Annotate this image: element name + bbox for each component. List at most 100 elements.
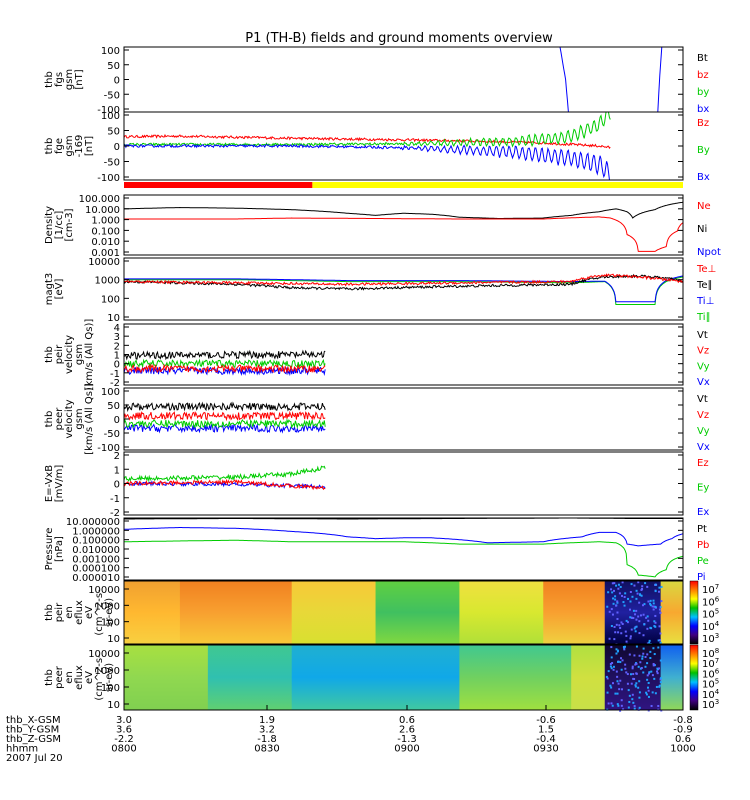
y-axis-label-line: [eV] [54, 279, 65, 300]
legend-bt: Bt [697, 53, 708, 64]
spectrogram-speckle [651, 691, 654, 694]
spectrogram-speckle [628, 653, 631, 656]
spectrogram-speckle [641, 655, 644, 658]
spectrogram-speckle [610, 656, 613, 659]
spectrogram-speckle [646, 674, 649, 677]
y-tick-label: 1.000000 [72, 526, 120, 537]
spectrogram-speckle [617, 660, 620, 663]
spectrogram-band [571, 645, 606, 710]
spectrogram-speckle [609, 663, 612, 666]
spectrogram-speckle [617, 704, 620, 707]
spectrogram-speckle [638, 680, 641, 683]
spectrogram-speckle [622, 645, 625, 648]
spectrogram-speckle [635, 682, 638, 685]
spectrogram-speckle [614, 598, 617, 601]
y-tick-label: 3 [114, 332, 120, 343]
mode-bar-segment [124, 182, 313, 188]
spectrogram-speckle [613, 625, 616, 628]
spectrogram-speckle [617, 587, 620, 590]
colorbar-label: 108 [702, 647, 719, 660]
colorbar-label-base: 10 [702, 634, 715, 645]
x-row-label: thb_Y-GSM [6, 725, 59, 736]
spectrogram-speckle [628, 700, 631, 703]
spectrogram-speckle [620, 594, 623, 597]
spectrogram-speckle [610, 588, 613, 591]
series-ne [124, 216, 683, 252]
y-axis-label-line: eflux [74, 600, 85, 625]
spectrogram-speckle [646, 627, 649, 630]
x-row-label: thb_Z-GSM [6, 734, 61, 745]
y-axis-label: thb fge gsm -169 [nT] [44, 135, 95, 158]
spectrogram-band [604, 645, 662, 710]
spectrogram-speckle [616, 692, 619, 695]
spectrogram-speckle [611, 582, 614, 585]
spectrogram-speckle [659, 681, 662, 684]
colorbar-label-base: 10 [702, 680, 715, 691]
y-tick-label: 100 [101, 387, 120, 398]
spectrogram-speckle [654, 614, 657, 617]
colorbar-label-base: 10 [702, 700, 715, 711]
spectrogram-speckle [613, 589, 616, 592]
panel-ve: 100 50 0 -50 -100 Vt Vz Vy Vx thb peer velocity gsm[… [44, 383, 710, 455]
spectrogram-speckle [610, 686, 613, 689]
y-tick-label: 50 [107, 401, 120, 412]
spectrogram-speckle [617, 583, 620, 586]
panel-frame [123, 517, 684, 581]
y-tick-label: 1 [114, 465, 120, 476]
y-tick-label: 1000 [95, 276, 120, 287]
y-tick-label: -100 [97, 105, 120, 116]
spectrogram-band [124, 581, 181, 644]
x-row-value: -0.6 [536, 715, 556, 726]
spectrogram-band [207, 645, 293, 710]
x-row-value: 0830 [254, 744, 279, 755]
spectrogram-speckle [659, 677, 662, 680]
spectrogram-speckle [654, 590, 657, 593]
spectrogram-speckle [656, 672, 659, 675]
spectrogram-speckle [654, 583, 657, 586]
spectrogram-speckle [649, 650, 652, 653]
colorbar-label-exp: 3 [715, 698, 719, 706]
spectrogram-speckle [621, 581, 624, 584]
spectrogram-speckle [606, 605, 609, 608]
y-tick-label: 0.010000 [72, 545, 120, 556]
spectrogram-speckle [640, 588, 643, 591]
spectrogram-speckle [647, 600, 650, 603]
spectrogram-speckle [641, 587, 644, 590]
spectrogram-speckle [635, 618, 638, 621]
colorbar-label: 107 [702, 583, 719, 596]
spectrogram-speckle [657, 704, 660, 707]
y-axis-label-line: magt3 [44, 273, 55, 306]
y-axis-label-line: thb [44, 669, 55, 686]
x-row-value: 2.6 [399, 725, 415, 736]
x-row-value: 0900 [394, 744, 419, 755]
colorbar-label-exp: 5 [715, 678, 719, 686]
spectrogram-speckle [632, 673, 635, 676]
spectrogram-speckle [638, 620, 641, 623]
spectrogram-speckle [624, 592, 627, 595]
spectrogram-speckle [618, 624, 621, 627]
y-axis-label: thb peir en eflux eV (cm^2-s-sr-eV) [44, 589, 115, 636]
spectrogram-speckle [635, 625, 638, 628]
x-row-value: -1.8 [257, 734, 277, 745]
spectrogram-speckle [625, 619, 628, 622]
spectrogram-speckle [626, 682, 629, 685]
y-tick-label: 50 [107, 61, 120, 72]
spectrogram-speckle [657, 590, 660, 593]
spectrogram-speckle [642, 647, 645, 650]
spectrogram-band [660, 581, 684, 644]
spectrogram-speckle [652, 602, 655, 605]
spectrogram-speckle [635, 609, 638, 612]
spectrogram-speckle [613, 638, 616, 641]
spectrogram-speckle [635, 672, 638, 675]
spectrogram-speckle [616, 680, 619, 683]
y-tick-label: 10000 [88, 649, 120, 660]
y-tick-label: 100 [101, 618, 120, 629]
y-tick-label: 0.000010 [72, 573, 120, 584]
spectrogram-speckle [658, 667, 661, 670]
colorbar-label: 106 [702, 667, 720, 680]
spectrogram-speckle [612, 602, 615, 605]
legend-vy: Vy [697, 361, 710, 372]
spectrogram-speckle [648, 671, 651, 674]
spectrogram-speckle [608, 637, 611, 640]
